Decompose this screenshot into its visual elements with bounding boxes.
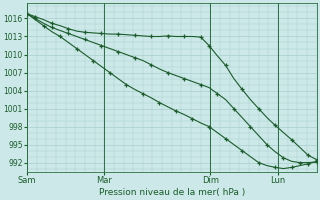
X-axis label: Pression niveau de la mer( hPa ): Pression niveau de la mer( hPa ) xyxy=(99,188,245,197)
